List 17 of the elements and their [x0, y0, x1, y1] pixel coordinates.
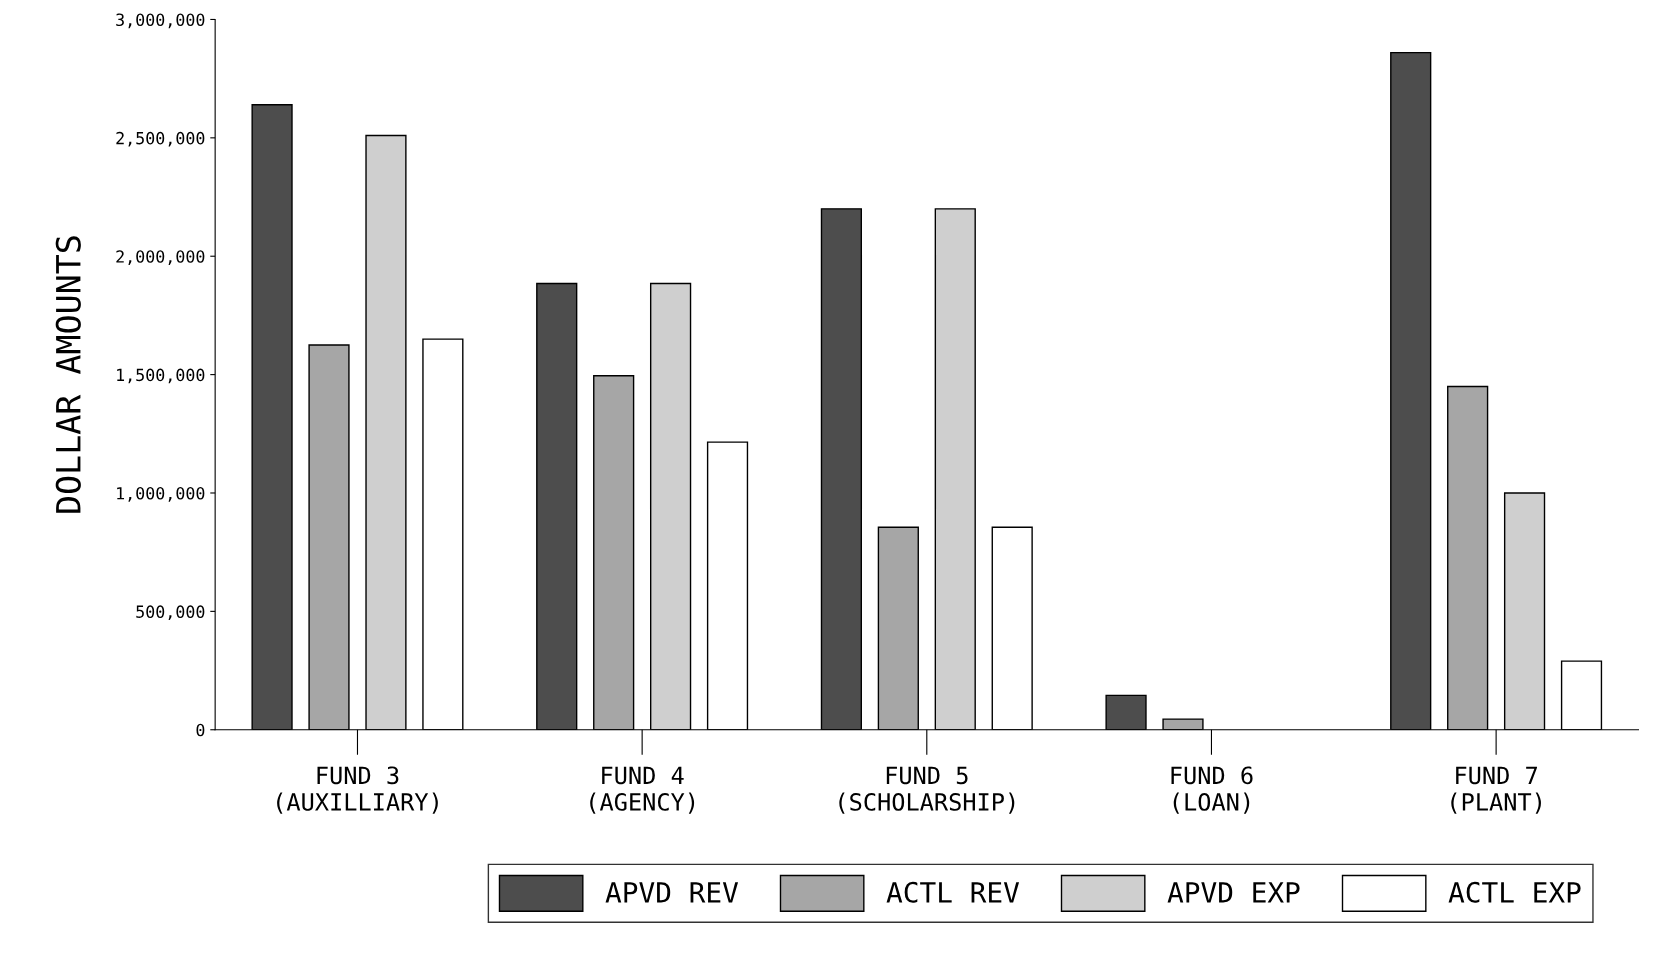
legend-label: APVD EXP [1167, 882, 1300, 903]
y-tick-label: 0 [196, 723, 205, 737]
x-tick-label: FUND 7 (PLANT) [1451, 766, 1541, 814]
x-tick-label: FUND 5 (SCHOLARSHIP) [839, 766, 1015, 814]
y-tick-label: 3,000,000 [116, 13, 205, 29]
legend-label: ACTL EXP [1448, 881, 1581, 903]
legend-label: APVD REV [605, 882, 739, 903]
legend-label: ACTL REV [886, 881, 1020, 903]
y-tick-label: 1,500,000 [117, 368, 205, 384]
y-tick-label: 1,000,000 [117, 486, 205, 502]
y-tick-label: 2,000,000 [116, 250, 205, 265]
y-axis-title: DOLLAR AMOUNTS [55, 236, 81, 513]
y-tick-label: 2,500,000 [116, 131, 205, 147]
y-tick-label: 500,000 [136, 605, 205, 621]
x-tick-label: FUND 6 (LOAN) [1171, 766, 1253, 814]
x-tick-label: FUND 4 (AGENCY) [590, 766, 695, 814]
x-tick-label: FUND 3 (AUXILLIARY) [277, 766, 438, 814]
